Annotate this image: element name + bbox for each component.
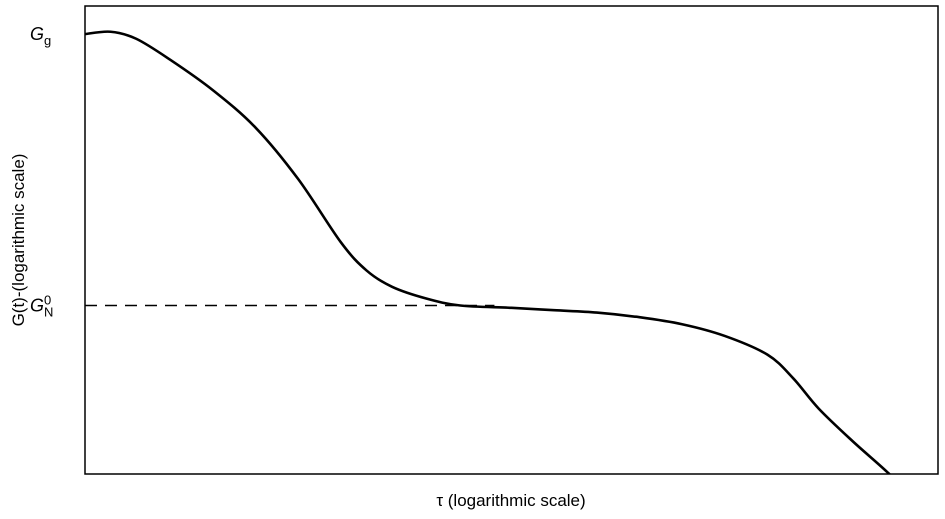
series-layer [85, 30, 892, 474]
plot-frame [84, 5, 939, 475]
y-tick-subscript: N [44, 305, 53, 320]
y-tick-label: G [30, 296, 44, 316]
modulus-curve [85, 30, 892, 474]
y-axis-label: G(t)-(logarithmic scale) [9, 154, 28, 327]
y-tick-label: G [30, 24, 44, 44]
x-axis-label: τ (logarithmic scale) [436, 491, 585, 510]
y-tick-subscript: g [44, 33, 51, 48]
y-tick-superscript: 0 [44, 293, 51, 308]
